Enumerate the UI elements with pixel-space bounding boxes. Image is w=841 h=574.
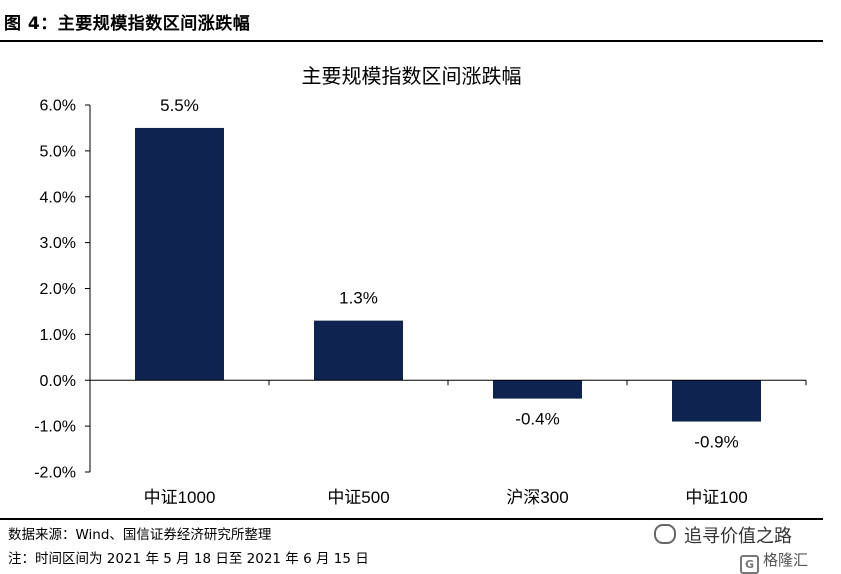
y-tick-label: -2.0% [34,465,76,482]
date-range-note: 注：时间区间为 2021 年 5 月 18 日至 2021 年 6 月 15 日 [8,551,369,567]
x-tick-label: 沪深300 [506,488,568,505]
wechat-icon [654,524,676,544]
figure-title: 图 4：主要规模指数区间涨跌幅 [4,14,251,34]
y-tick-label: 1.0% [40,327,76,344]
y-tick-label: 4.0% [40,189,76,206]
data-label: 5.5% [160,96,199,115]
y-tick-label: -1.0% [34,419,76,436]
watermark-wechat: 追寻价值之路 [654,522,792,548]
gelonghui-logo-icon: G [740,555,759,574]
x-tick-label: 中证100 [685,488,747,505]
chart-title: 主要规模指数区间涨跌幅 [301,64,522,88]
watermark-left-text: 追寻价值之路 [684,526,792,547]
x-tick-label: 中证1000 [144,488,216,505]
y-tick-label: 5.0% [40,143,76,160]
y-tick-label: 6.0% [40,98,76,115]
data-label: 1.3% [339,289,378,308]
bar-2 [314,320,403,381]
bar-1 [135,127,224,381]
watermark-right-text: 格隆汇 [763,551,809,569]
data-label: -0.9% [694,433,738,452]
watermark-gelonghui: G 格隆汇 [740,549,808,574]
y-tick-label: 3.0% [40,235,76,252]
y-tick-label: 0.0% [40,373,76,390]
source-note: 数据来源：Wind、国信证券经济研究所整理 [8,527,272,543]
bar-3 [493,380,582,399]
footer-divider [0,518,823,520]
data-label: -0.4% [515,410,559,429]
bar-4 [672,380,761,422]
bar-chart: 6.0% 5.0% 4.0% 3.0% 2.0% 1.0% 0.0% -1.0% -2.0% 5.… [34,96,807,505]
y-tick-label: 2.0% [40,281,76,298]
figure-header: 图 4：主要规模指数区间涨跌幅 [0,0,823,42]
x-tick-label: 中证500 [327,488,389,505]
